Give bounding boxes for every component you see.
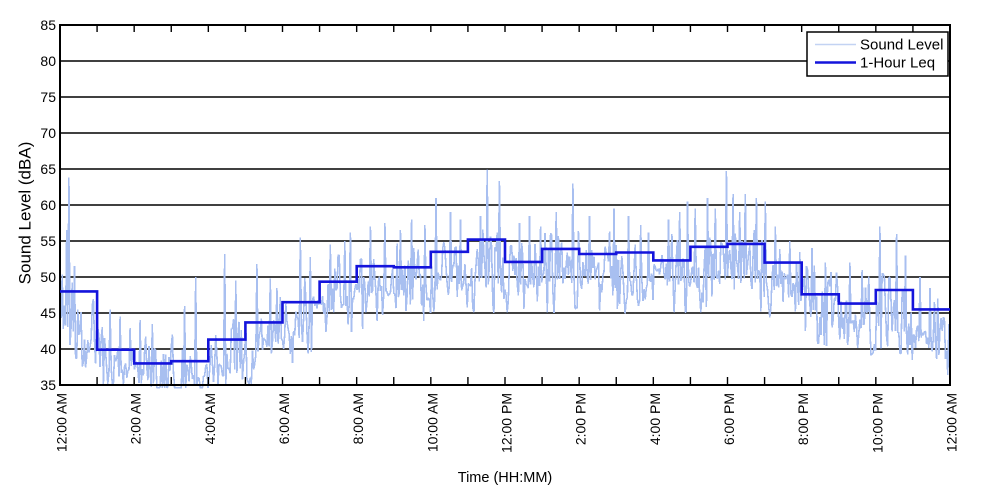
svg-text:Sound Level: Sound Level [860,37,943,54]
svg-text:65: 65 [40,161,56,177]
svg-text:2:00 AM: 2:00 AM [128,393,144,444]
svg-text:75: 75 [40,89,56,105]
svg-text:2:00 PM: 2:00 PM [573,393,589,445]
svg-text:6:00 PM: 6:00 PM [721,393,737,445]
svg-text:Time (HH:MM): Time (HH:MM) [458,470,553,486]
svg-text:12:00 AM: 12:00 AM [944,393,960,452]
svg-text:80: 80 [40,53,56,69]
svg-text:4:00 AM: 4:00 AM [202,393,218,444]
svg-text:10:00 PM: 10:00 PM [869,393,885,453]
svg-text:Sound Level (dBA): Sound Level (dBA) [16,142,35,285]
svg-text:85: 85 [40,17,56,33]
svg-text:4:00 PM: 4:00 PM [647,393,663,445]
svg-text:12:00 AM: 12:00 AM [54,393,70,452]
svg-text:50: 50 [40,269,56,285]
svg-text:40: 40 [40,341,56,357]
svg-text:55: 55 [40,233,56,249]
svg-text:8:00 PM: 8:00 PM [795,393,811,445]
svg-text:70: 70 [40,125,56,141]
svg-text:10:00 AM: 10:00 AM [424,393,440,452]
svg-text:45: 45 [40,305,56,321]
svg-text:8:00 AM: 8:00 AM [350,393,366,444]
svg-text:60: 60 [40,197,56,213]
svg-text:35: 35 [40,377,56,393]
svg-text:6:00 AM: 6:00 AM [276,393,292,444]
svg-text:1-Hour Leq: 1-Hour Leq [860,55,935,72]
svg-text:12:00 PM: 12:00 PM [499,393,515,453]
